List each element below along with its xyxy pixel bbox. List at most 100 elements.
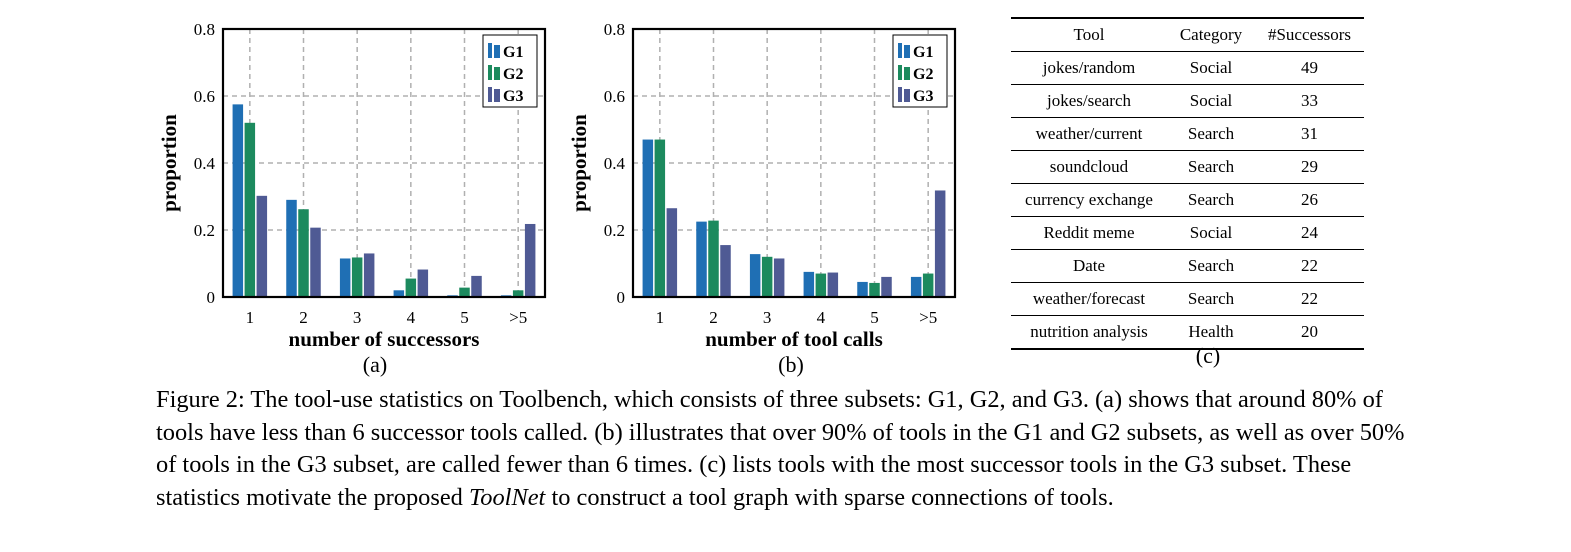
- bar-g3-4: [881, 276, 892, 297]
- bar-g2-0: [244, 122, 256, 297]
- table-row: Reddit meme Social 24: [1011, 217, 1364, 250]
- cell-tool: weather/forecast: [1032, 289, 1146, 308]
- x-tick-label: >5: [919, 308, 937, 327]
- bar-g2-5: [512, 290, 524, 297]
- y-tick-label: 0.4: [604, 154, 626, 173]
- cell-category: Search: [1187, 190, 1235, 209]
- cell-successors: 20: [1301, 322, 1318, 341]
- bar-g1-0: [642, 139, 654, 297]
- x-tick-label: 2: [299, 308, 308, 327]
- legend-label: G2: [503, 66, 523, 83]
- legend-swatch: [898, 65, 902, 80]
- bar-g3-0: [256, 195, 268, 297]
- x-tick-label: 5: [460, 308, 469, 327]
- bar-g1-4: [857, 281, 868, 297]
- x-tick-label: 3: [763, 308, 772, 327]
- cell-successors: 24: [1301, 223, 1318, 242]
- chart-tool-calls: 0 0.2 0.4 0.6 0.8 1 2 3 4 5 >5 number of tool calls…: [560, 0, 960, 357]
- bar-g1-1: [286, 199, 297, 297]
- bar-g3-5: [524, 223, 536, 297]
- chart-svg: 0 0.2 0.4 0.6 0.8 1 2 3 4 5 >5 number of successors…: [157, 20, 547, 351]
- y-axis-label: proportion: [567, 114, 591, 212]
- cell-category: Search: [1187, 289, 1235, 308]
- bar-g2-3: [405, 278, 417, 297]
- cell-successors: 26: [1301, 190, 1318, 209]
- bar-g2-1: [708, 220, 719, 297]
- x-axis-label: number of successors: [289, 327, 480, 351]
- x-tick-label: 4: [407, 308, 416, 327]
- cell-category: Social: [1189, 223, 1233, 242]
- y-tick-label: 0.6: [604, 87, 625, 106]
- bar-g3-3: [827, 272, 839, 297]
- chart-successors: 0 0.2 0.4 0.6 0.8 1 2 3 4 5 >5 number of successors…: [150, 0, 550, 357]
- table-row: weather/current Search 31: [1011, 118, 1364, 151]
- legend-swatch: [494, 67, 500, 80]
- cell-successors: 33: [1301, 91, 1318, 110]
- legend-swatch: [488, 87, 492, 102]
- subfigure-caption-c: (c): [1195, 343, 1221, 368]
- x-tick-label: 1: [246, 308, 255, 327]
- legend-label: G2: [913, 66, 933, 83]
- header-category: Category: [1179, 25, 1243, 44]
- legend-swatch: [494, 45, 500, 58]
- cell-successors: 22: [1301, 256, 1318, 275]
- bar-g1-2: [749, 254, 761, 297]
- cell-tool: Date: [1072, 256, 1106, 275]
- caption-text-end: to construct a tool graph with sparse co…: [545, 483, 1114, 511]
- y-tick-label: 0: [207, 288, 216, 307]
- cell-tool: soundcloud: [1049, 157, 1129, 176]
- caption-emphasis: ToolNet: [468, 483, 546, 511]
- bar-g1-3: [803, 271, 815, 297]
- y-axis-label: proportion: [157, 114, 181, 212]
- table-header-row: Tool Category #Successors: [1011, 18, 1364, 52]
- legend-label: G1: [503, 44, 523, 61]
- bar-g1-0: [232, 104, 244, 297]
- legend-swatch: [898, 87, 902, 102]
- plot-frame: [631, 27, 957, 299]
- table-row: jokes/random Social 49: [1011, 52, 1364, 85]
- bar-g1-3: [393, 290, 405, 297]
- legend-swatch: [488, 43, 492, 58]
- bar-g3-3: [417, 269, 429, 297]
- y-tick-label: 0.6: [194, 87, 215, 106]
- y-tick-label: 0.2: [604, 221, 625, 240]
- bar-g3-2: [363, 253, 375, 297]
- x-axis-label: number of tool calls: [705, 327, 883, 351]
- table-row: Date Search 22: [1011, 250, 1364, 283]
- chart-svg: 0 0.2 0.4 0.6 0.8 1 2 3 4 5 >5 number of tool calls…: [567, 20, 957, 351]
- subfigure-caption-b: (b): [778, 352, 804, 377]
- x-tick-label: 5: [870, 308, 879, 327]
- y-tick-label: 0.8: [604, 20, 625, 39]
- bar-g3-5: [934, 190, 946, 297]
- cell-tool: jokes/search: [1046, 91, 1132, 110]
- bar-g3-0: [666, 208, 678, 297]
- bar-g2-1: [298, 209, 309, 297]
- cell-successors: 49: [1301, 58, 1318, 77]
- y-tick-label: 0.2: [194, 221, 215, 240]
- legend-swatch: [904, 89, 910, 102]
- y-tick-label: 0.8: [194, 20, 215, 39]
- legend-swatch: [904, 67, 910, 80]
- x-tick-label: 3: [353, 308, 362, 327]
- bar-g2-3: [815, 273, 827, 297]
- legend-swatch: [898, 43, 902, 58]
- cell-category: Social: [1189, 58, 1233, 77]
- x-tick-label: 1: [656, 308, 665, 327]
- bar-g1-2: [339, 258, 351, 297]
- cell-successors: 31: [1301, 124, 1318, 143]
- bar-g3-1: [310, 227, 321, 297]
- cell-category: Search: [1187, 256, 1235, 275]
- legend-label: G3: [503, 88, 523, 105]
- subfigure-caption-a: (a): [362, 352, 388, 377]
- y-tick-label: 0: [617, 288, 626, 307]
- bar-g1-5: [910, 276, 922, 297]
- cell-successors: 22: [1301, 289, 1318, 308]
- caption-text-start: Figure 2: The tool-use statistics on Too…: [156, 386, 1405, 511]
- legend-label: G1: [913, 44, 933, 61]
- x-tick-label: 4: [817, 308, 826, 327]
- header-tool: Tool: [1073, 25, 1105, 44]
- table-row: nutrition analysis Health 20: [1011, 316, 1364, 349]
- legend-label: G3: [913, 88, 933, 105]
- plot-frame: [221, 27, 547, 299]
- cell-tool: currency exchange: [1025, 190, 1153, 209]
